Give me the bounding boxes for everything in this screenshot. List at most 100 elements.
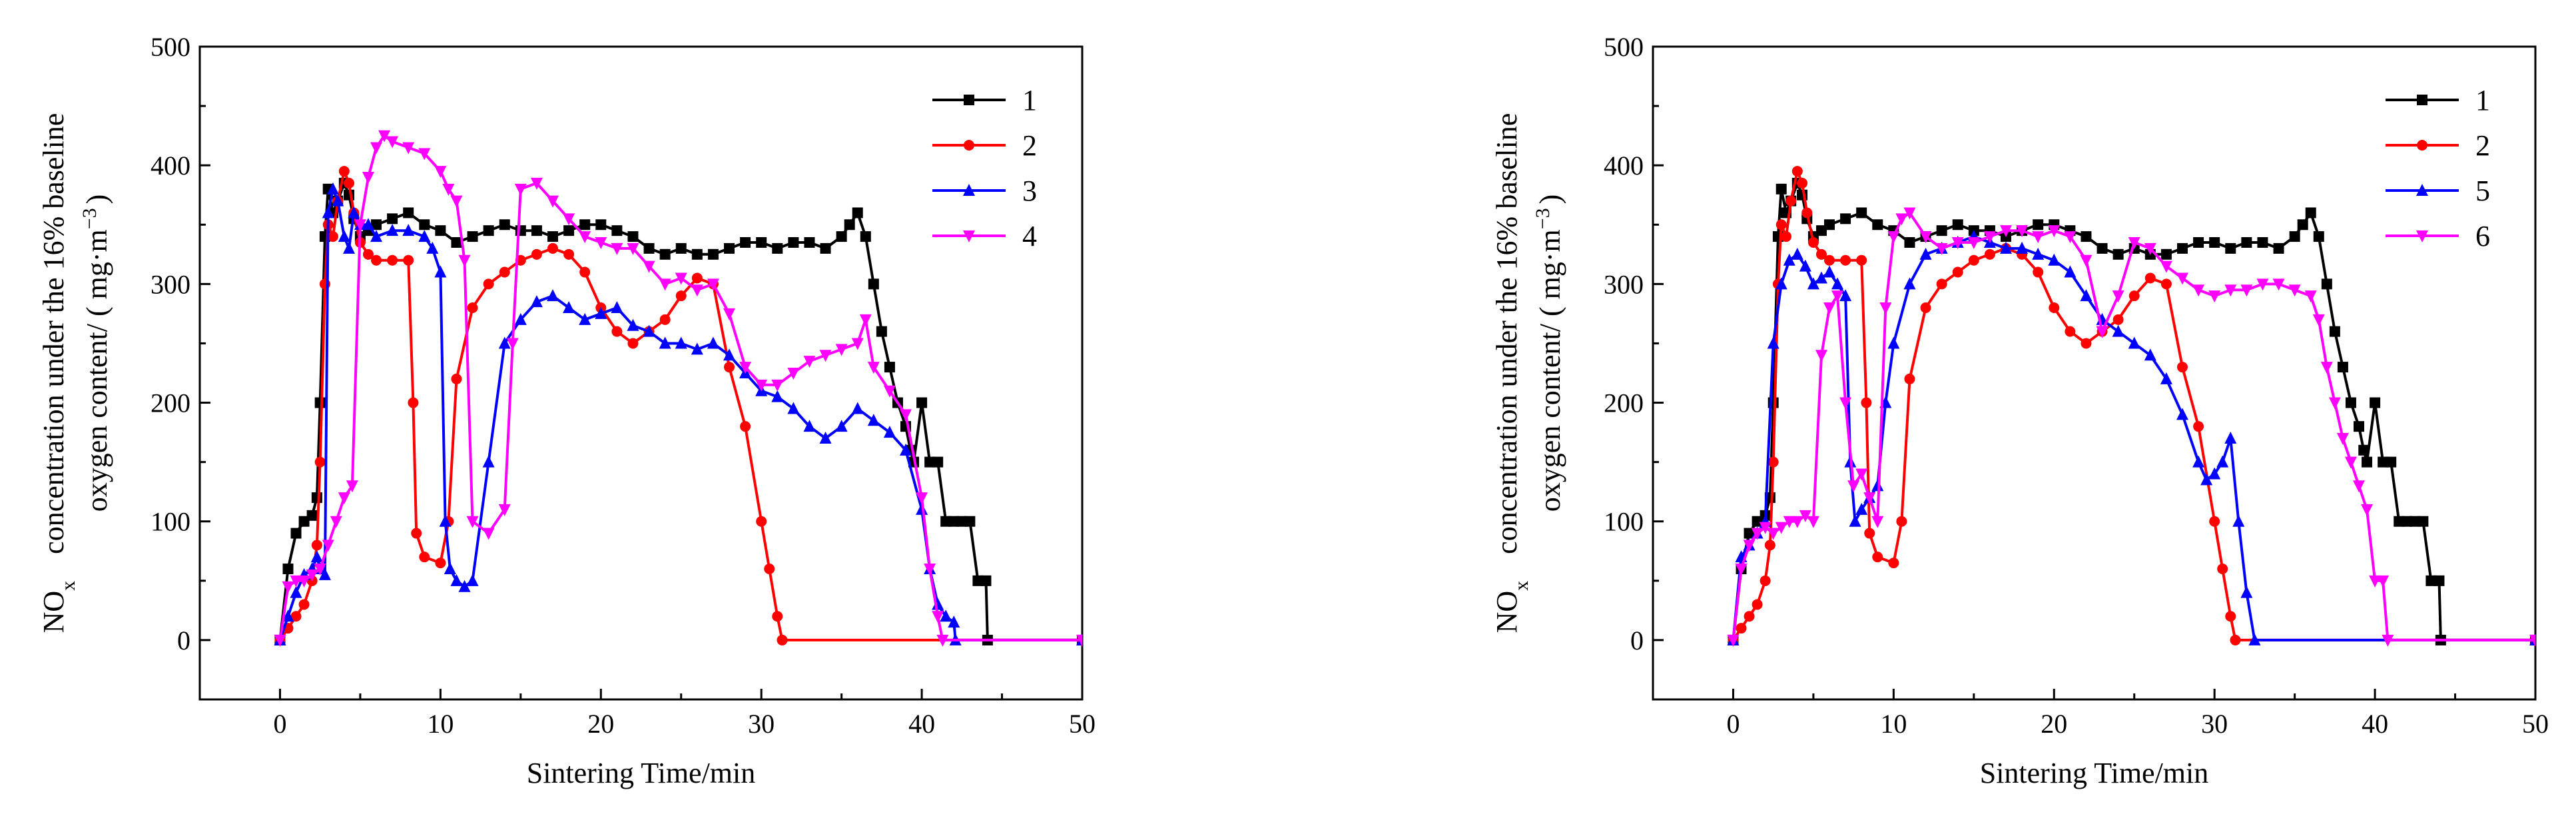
y-axis-title-line2: oxygen content/ ( mg·m−3): [1532, 195, 1567, 512]
data-point: [2080, 254, 2093, 267]
data-point: [1952, 219, 1963, 230]
data-point: [482, 455, 495, 468]
data-point: [723, 348, 735, 361]
data-point: [311, 492, 322, 504]
data-point: [1807, 516, 1819, 528]
data-point: [2064, 265, 2077, 278]
y-axis-title-line2: oxygen content/ ( mg·m−3): [79, 195, 114, 512]
data-point: [2192, 284, 2205, 297]
y-axis-title-line1: NOx concentration under the 16% baseline: [1490, 113, 1532, 633]
legend-entry-1: 1: [932, 84, 1037, 117]
data-point: [2394, 516, 2405, 527]
data-point: [820, 242, 831, 254]
data-point: [531, 225, 542, 236]
data-point: [2312, 314, 2325, 326]
legend-marker: [2416, 230, 2428, 242]
data-point: [956, 516, 968, 527]
data-point: [883, 426, 896, 438]
data-point: [924, 456, 936, 468]
data-point: [868, 278, 879, 290]
data-point: [2225, 611, 2236, 622]
data-point: [506, 338, 519, 350]
data-point: [346, 480, 358, 493]
legend-entry-6: 6: [2386, 220, 2490, 252]
data-point: [343, 241, 356, 254]
data-point: [2080, 289, 2093, 302]
data-point: [900, 409, 912, 422]
data-point: [466, 574, 479, 586]
data-point: [1768, 456, 1779, 468]
plot-frame: [1652, 45, 2537, 701]
data-point: [2016, 241, 2029, 254]
data-point: [2033, 266, 2044, 278]
data-point: [419, 552, 430, 563]
series-2: [274, 166, 1082, 645]
y-tick-label: 100: [151, 507, 190, 537]
data-point: [378, 130, 391, 143]
data-point: [418, 148, 431, 161]
data-point: [2000, 225, 2012, 238]
data-point: [675, 272, 687, 285]
data-point: [1887, 336, 1900, 349]
data-point: [2192, 455, 2205, 468]
data-point: [2176, 272, 2188, 285]
data-point: [932, 598, 944, 610]
legend-entry-3: 3: [932, 175, 1037, 207]
data-point: [290, 575, 302, 588]
data-point: [1872, 219, 1883, 230]
x-tick-label: 10: [427, 709, 454, 739]
y-axis-nox: NO: [1490, 591, 1523, 633]
data-point: [326, 182, 339, 195]
data-point: [1801, 207, 1813, 218]
data-point: [627, 318, 639, 331]
data-point: [2410, 516, 2421, 527]
x-tick-label: 20: [587, 709, 614, 739]
data-point: [859, 314, 872, 326]
data-point: [2361, 504, 2374, 516]
data-point: [2321, 278, 2332, 290]
data-point: [2386, 456, 2397, 468]
data-point: [483, 225, 494, 236]
x-axis-title: Sintering Time/min: [527, 757, 756, 789]
data-point: [916, 397, 928, 408]
data-point: [1736, 623, 1747, 634]
data-point: [1839, 397, 1852, 410]
data-point: [274, 634, 286, 647]
data-point: [1895, 213, 1908, 226]
data-point: [1904, 373, 1915, 384]
data-point: [1863, 492, 1876, 505]
data-point: [777, 634, 788, 645]
data-point: [691, 272, 703, 284]
data-point: [499, 266, 510, 278]
data-point: [1799, 510, 1811, 522]
data-point: [371, 254, 382, 266]
data-point: [1919, 231, 1932, 244]
legend-label: 6: [2475, 220, 2490, 252]
data-point: [2112, 324, 2124, 337]
data-point: [1864, 528, 1875, 539]
data-point: [2160, 248, 2172, 260]
data-point: [900, 443, 912, 456]
data-point: [2273, 242, 2284, 254]
data-point: [338, 492, 350, 505]
data-point: [2358, 444, 2370, 456]
data-point: [1823, 265, 1835, 278]
data-point: [2329, 326, 2340, 337]
x-tick-label: 40: [2362, 709, 2388, 739]
data-point: [724, 362, 735, 373]
series-line-3: [278, 187, 1082, 641]
legend-entry-2: 2: [932, 129, 1037, 162]
y-tick-label: 100: [1604, 507, 1644, 537]
data-point: [2096, 242, 2108, 254]
data-point: [547, 289, 559, 302]
data-point: [2240, 284, 2253, 297]
data-point: [2128, 336, 2140, 349]
data-point: [2313, 231, 2324, 242]
data-point: [2200, 473, 2213, 486]
data-point: [371, 219, 382, 230]
data-point: [1797, 177, 1808, 189]
y-axis-main: concentration under the 16% baseline: [1490, 113, 1523, 554]
x-tick-label: 30: [2201, 709, 2228, 739]
y-tick-label: 0: [177, 625, 190, 655]
data-point: [2241, 237, 2252, 248]
